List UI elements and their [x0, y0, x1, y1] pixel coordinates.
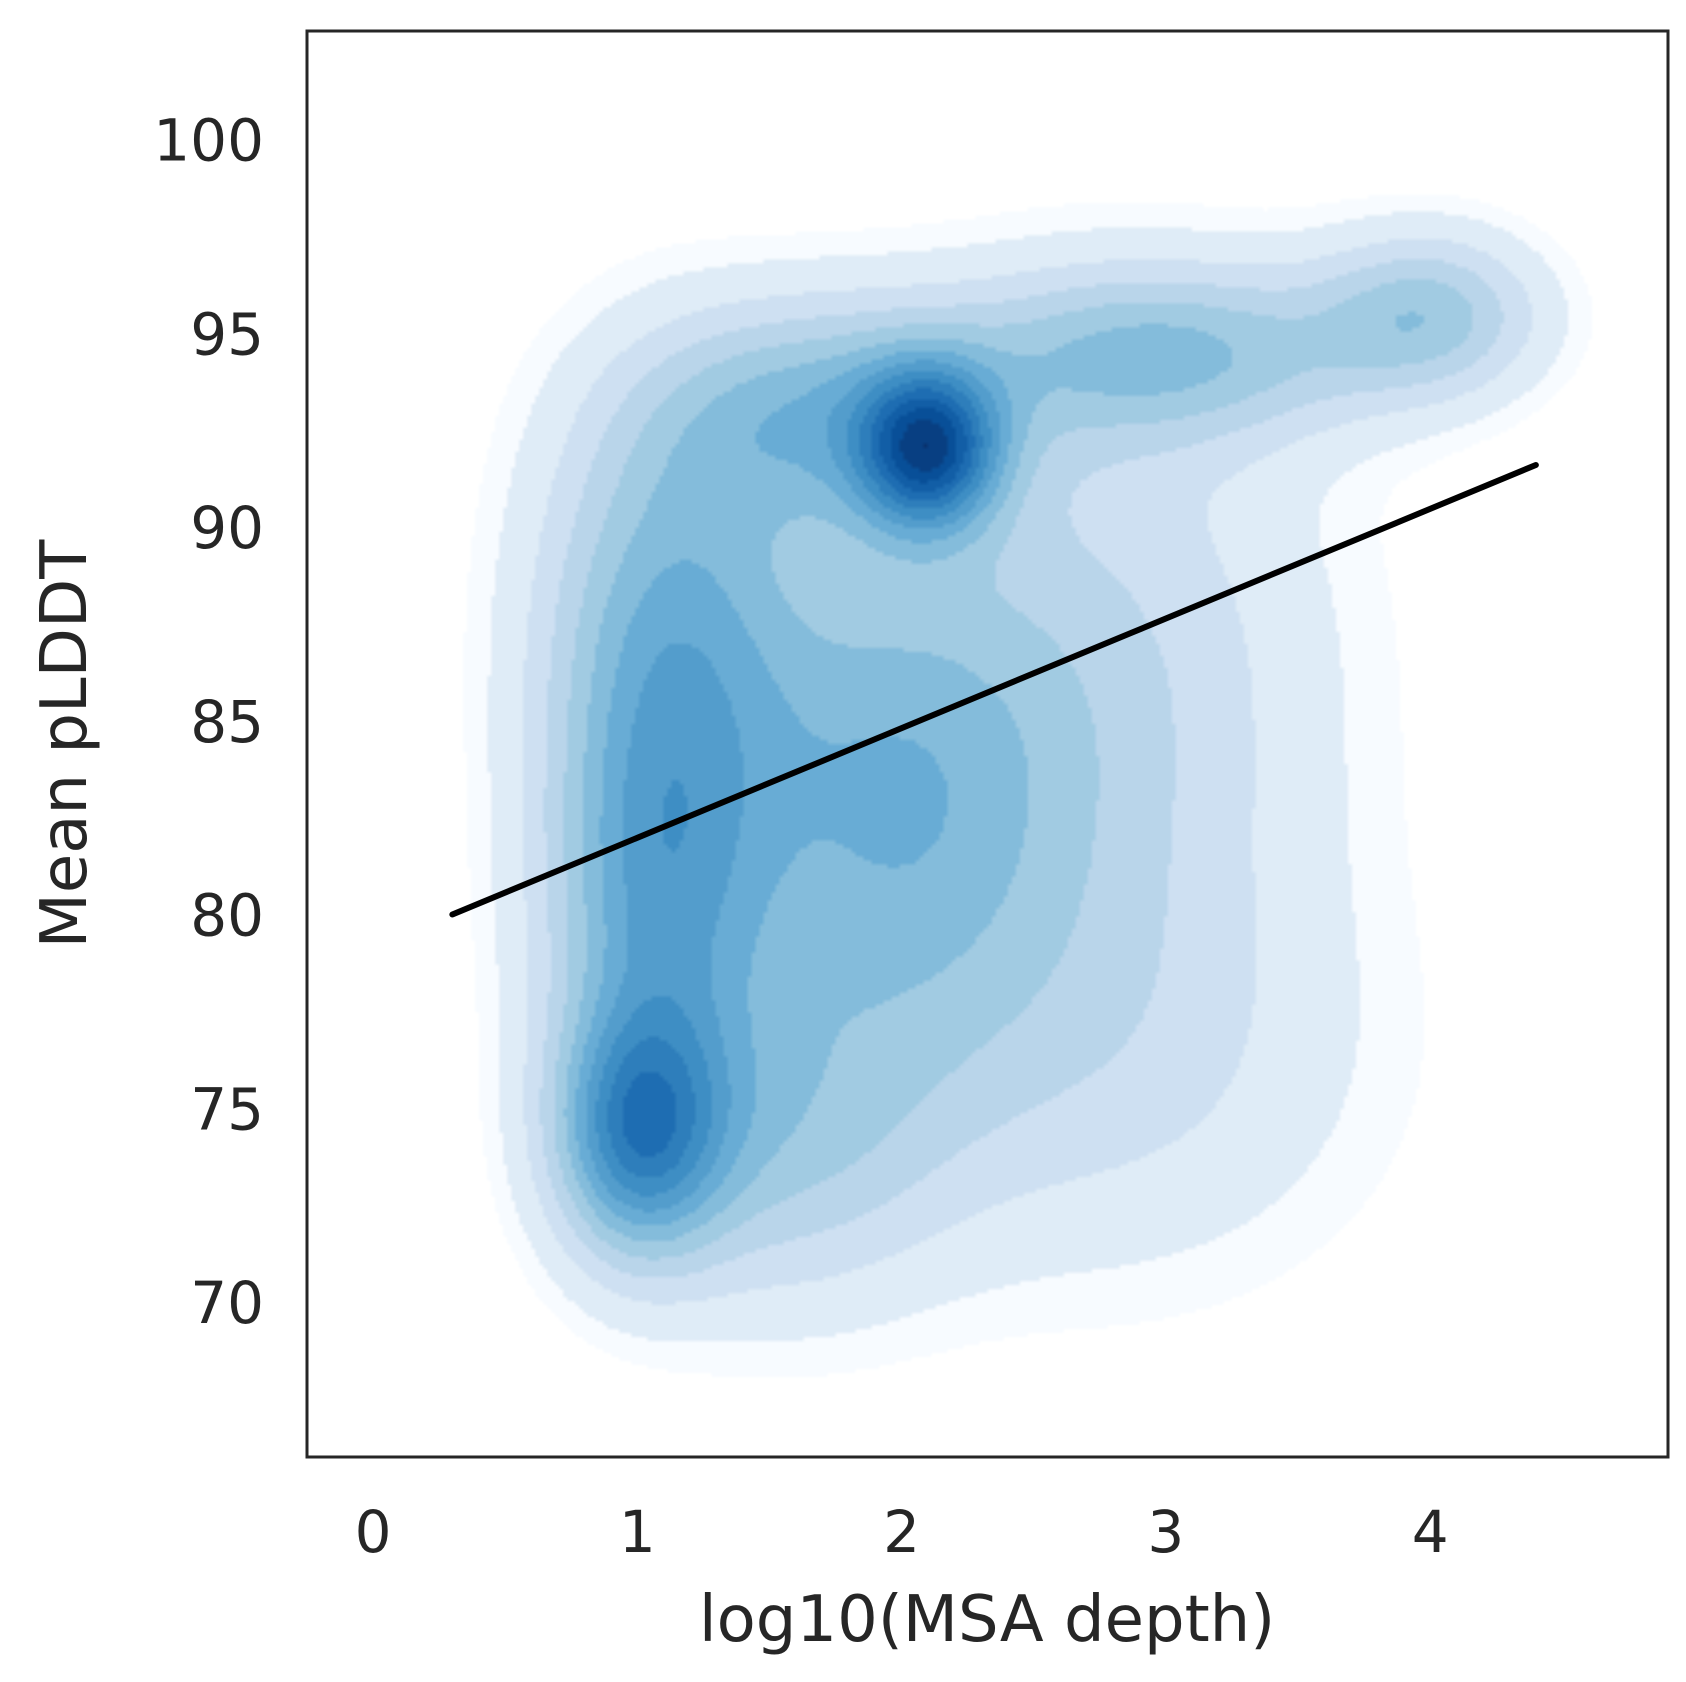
y-tick-label: 70: [190, 1269, 264, 1337]
y-tick-label: 100: [153, 107, 264, 175]
x-tick-label: 3: [1147, 1498, 1184, 1566]
plot-frame: [305, 29, 1670, 1459]
density-heatmap: [307, 31, 1668, 1457]
y-tick-label: 80: [190, 882, 264, 950]
y-tick-label: 85: [190, 688, 264, 756]
x-tick-label: 1: [619, 1498, 656, 1566]
regression-line: [449, 462, 1539, 918]
y-tick-label: 95: [190, 300, 264, 368]
x-tick-label: 0: [355, 1498, 392, 1566]
regression-line-group: [449, 462, 1539, 918]
x-axis-label: log10(MSA depth): [699, 1583, 1275, 1657]
x-axis-ticks: 0 1 2 3 4: [355, 1498, 1449, 1566]
x-tick-label: 4: [1412, 1498, 1449, 1566]
y-tick-label: 90: [190, 494, 264, 562]
y-tick-label: 75: [190, 1075, 264, 1143]
y-axis-label: Mean pLDDT: [28, 539, 102, 949]
density-layer: [307, 31, 1668, 1457]
y-axis-ticks: 70 75 80 85 90 95 100: [153, 107, 264, 1338]
x-tick-label: 2: [883, 1498, 920, 1566]
